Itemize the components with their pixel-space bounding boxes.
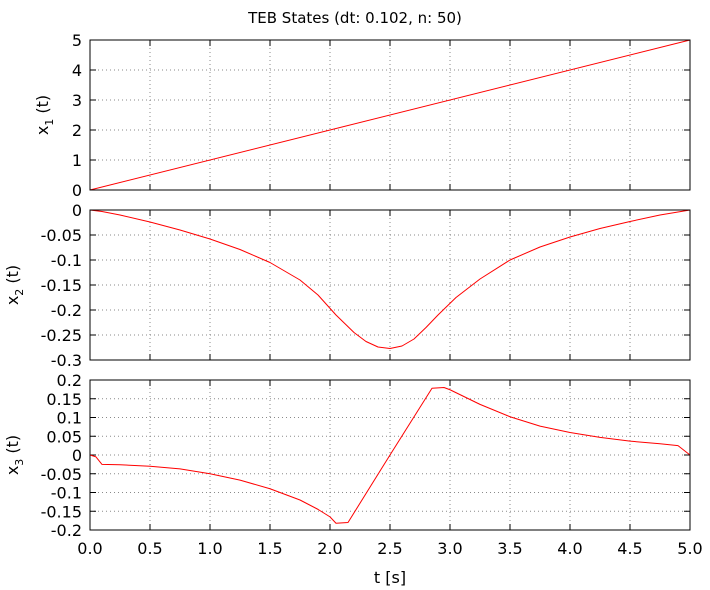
y-tick-label: -0.2 — [51, 301, 82, 320]
series-line-x2 — [89, 209, 691, 349]
y-tick-label: 0 — [72, 181, 82, 200]
y-tick-label: -0.1 — [51, 484, 82, 503]
y-tick-label: -0.05 — [41, 465, 82, 484]
plot-frame — [89, 39, 691, 191]
y-tick-label: 1 — [72, 151, 82, 170]
y-tick-label: 0.1 — [57, 409, 82, 428]
x-tick-label: 4.5 — [617, 539, 642, 558]
y-tick-label: 0 — [72, 446, 82, 465]
y-tick-label: 5 — [72, 31, 82, 50]
x-axis-label: t [s] — [374, 568, 406, 587]
y-tick-label: -0.3 — [51, 351, 82, 370]
y-axis-label: x3 (t) — [3, 435, 26, 475]
series-line-x1 — [89, 39, 691, 191]
y-tick-label: 0.05 — [46, 427, 82, 446]
plot-frame — [89, 209, 691, 361]
plot-frame — [89, 379, 691, 531]
y-tick-label: -0.15 — [41, 502, 82, 521]
x-tick-label: 2.5 — [377, 539, 402, 558]
x-tick-label: 1.5 — [257, 539, 282, 558]
subplot-2: -0.3 -0.25 -0.2 -0.15 -0.1 -0.05 0 x2 (t) — [3, 201, 691, 370]
y-axis-label: x2 (t) — [3, 265, 26, 305]
subplot-1: 0 1 2 3 4 5 x1 (t) — [33, 31, 691, 200]
y-tick-label: 0.15 — [46, 390, 82, 409]
x-tick-label: 5.0 — [677, 539, 702, 558]
x-tick-label: 3.5 — [497, 539, 522, 558]
y-tick-label: -0.15 — [41, 276, 82, 295]
y-tick-label: -0.1 — [51, 251, 82, 270]
x-tick-label: 3.0 — [437, 539, 462, 558]
series-line-x3 — [89, 387, 691, 524]
y-tick-label: -0.05 — [41, 226, 82, 245]
x-tick-label: 2.0 — [317, 539, 342, 558]
chart-title: TEB States (dt: 0.102, n: 50) — [247, 9, 462, 27]
y-tick-label: 2 — [72, 121, 82, 140]
y-tick-label: -0.25 — [41, 326, 82, 345]
x-tick-label: 1.0 — [197, 539, 222, 558]
y-axis-label: x1 (t) — [33, 95, 56, 135]
y-tick-label: 0 — [72, 201, 82, 220]
y-tick-label: 4 — [72, 61, 82, 80]
y-tick-label: 3 — [72, 91, 82, 110]
x-tick-label: 0.0 — [77, 539, 102, 558]
x-tick-label: 4.0 — [557, 539, 582, 558]
y-tick-label: -0.2 — [51, 521, 82, 540]
x-tick-label: 0.5 — [137, 539, 162, 558]
y-tick-label: 0.2 — [57, 371, 82, 390]
